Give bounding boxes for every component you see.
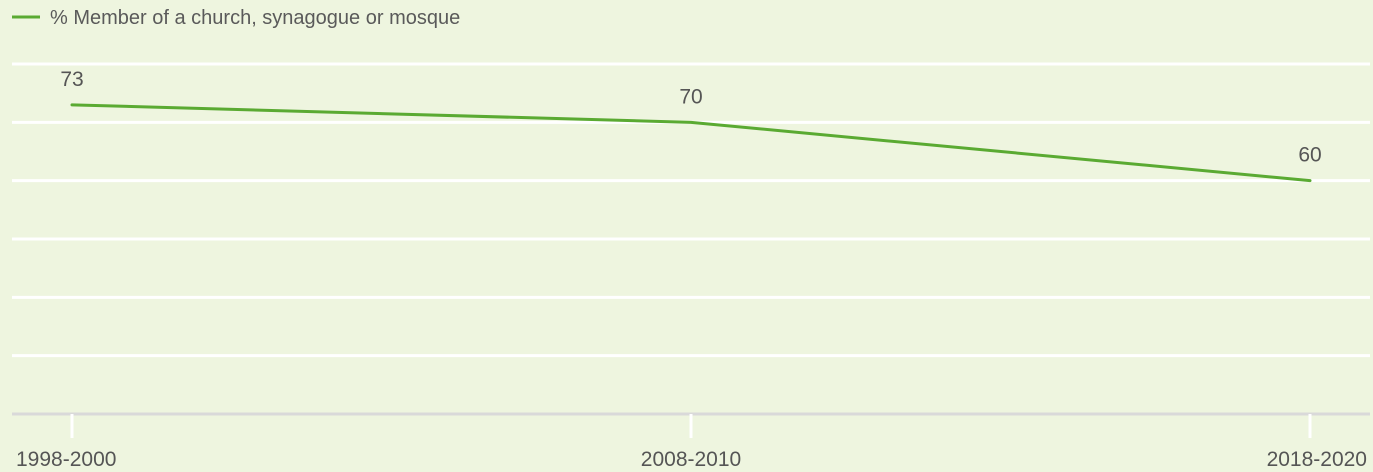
series-lines (70, 103, 1312, 183)
data-label: 60 (1298, 144, 1321, 167)
x-axis-tick-labels: 1998-2000 2008-2010 2018-2020 (16, 448, 1367, 471)
legend: % Member of a church, synagogue or mosqu… (12, 7, 460, 29)
data-label: 70 (679, 85, 702, 108)
data-labels: 73 70 60 (60, 68, 1321, 167)
x-tick-label: 1998-2000 (16, 448, 116, 471)
data-label: 73 (60, 68, 83, 91)
series-line (70, 103, 1312, 183)
legend-label: % Member of a church, synagogue or mosqu… (50, 7, 460, 29)
x-tick-label: 2008-2010 (641, 448, 741, 471)
x-axis-ticks (70, 414, 1312, 438)
x-tick-label: 2018-2020 (1267, 448, 1367, 471)
